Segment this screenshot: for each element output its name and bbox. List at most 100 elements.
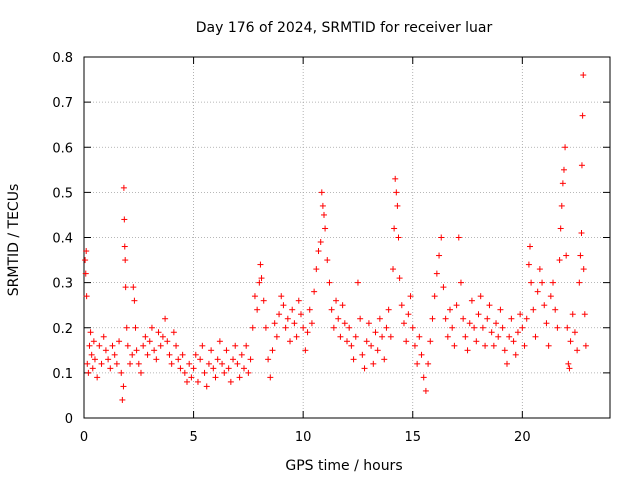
data-point: [225, 365, 232, 372]
data-point: [574, 347, 581, 354]
data-point: [287, 338, 294, 345]
data-point: [576, 279, 583, 286]
data-point: [90, 338, 97, 345]
data-point: [527, 243, 534, 250]
data-point: [322, 225, 329, 232]
data-point: [337, 333, 344, 340]
data-point: [447, 306, 454, 313]
data-point: [96, 342, 103, 349]
data-point: [166, 351, 173, 358]
y-axis-label: SRMTID / TECUs: [6, 184, 22, 297]
data-point: [188, 374, 195, 381]
data-point: [409, 324, 416, 331]
data-point: [234, 360, 241, 367]
data-point: [425, 360, 432, 367]
data-point: [100, 333, 107, 340]
data-point: [420, 374, 427, 381]
data-point: [514, 329, 521, 336]
data-point: [339, 302, 346, 309]
data-point: [444, 333, 451, 340]
data-point: [405, 311, 412, 318]
data-point: [236, 374, 243, 381]
data-point: [127, 360, 134, 367]
data-point: [151, 347, 158, 354]
x-tick-label: 5: [189, 430, 197, 445]
data-point: [396, 275, 403, 282]
data-point: [414, 360, 421, 367]
data-point: [506, 333, 513, 340]
data-point: [265, 356, 272, 363]
data-point: [320, 211, 327, 218]
data-point: [251, 293, 258, 300]
data-point: [262, 324, 269, 331]
data-point: [482, 342, 489, 349]
data-point: [350, 356, 357, 363]
data-point: [381, 356, 388, 363]
x-tick-label: 0: [80, 430, 88, 445]
data-point: [129, 351, 136, 358]
data-point: [510, 338, 517, 345]
data-point: [91, 356, 98, 363]
data-point: [431, 293, 438, 300]
data-point: [184, 378, 191, 385]
data-point: [164, 338, 171, 345]
data-point: [84, 360, 91, 367]
data-point: [357, 315, 364, 322]
data-point: [98, 360, 105, 367]
data-point: [541, 302, 548, 309]
data-point: [536, 266, 543, 273]
data-point: [293, 333, 300, 340]
data-point: [148, 324, 155, 331]
data-point: [363, 338, 370, 345]
data-point: [315, 248, 322, 255]
data-point: [324, 257, 331, 264]
data-point: [269, 347, 276, 354]
data-point: [354, 279, 361, 286]
data-point: [243, 342, 250, 349]
data-point: [190, 365, 197, 372]
data-point: [335, 315, 342, 322]
data-point: [245, 369, 252, 376]
data-point: [499, 324, 506, 331]
data-point: [205, 360, 212, 367]
data-point: [318, 189, 325, 196]
data-point: [475, 311, 482, 318]
data-point: [479, 324, 486, 331]
data-point: [210, 365, 217, 372]
data-point: [557, 225, 564, 232]
axis-ticks: 0 0.1 0.2 0.3 0.4 0.5 0.6 0.7 0.8 0 5 10 15 20: [52, 51, 610, 445]
x-tick-label: 20: [514, 430, 531, 445]
data-point: [153, 356, 160, 363]
data-point: [173, 342, 180, 349]
data-point: [398, 302, 405, 309]
data-point: [391, 225, 398, 232]
data-point: [124, 342, 131, 349]
data-point: [146, 338, 153, 345]
data-point: [460, 315, 467, 322]
data-point: [503, 360, 510, 367]
data-point: [107, 365, 114, 372]
x-tick-label: 15: [404, 430, 421, 445]
data-point: [543, 320, 550, 327]
data-point: [170, 329, 177, 336]
data-point: [580, 266, 587, 273]
data-point: [486, 302, 493, 309]
data-point: [85, 369, 92, 376]
data-point: [289, 306, 296, 313]
data-point: [282, 324, 289, 331]
data-point: [565, 360, 572, 367]
data-point: [471, 324, 478, 331]
data-point: [468, 297, 475, 304]
data-point: [394, 202, 401, 209]
data-point: [427, 338, 434, 345]
data-point: [155, 329, 162, 336]
data-point: [512, 351, 519, 358]
data-point: [267, 374, 274, 381]
data-point: [344, 338, 350, 345]
data-point: [317, 239, 324, 246]
data-point: [464, 347, 471, 354]
data-point: [238, 351, 245, 358]
data-point: [142, 333, 149, 340]
data-point: [105, 356, 112, 363]
